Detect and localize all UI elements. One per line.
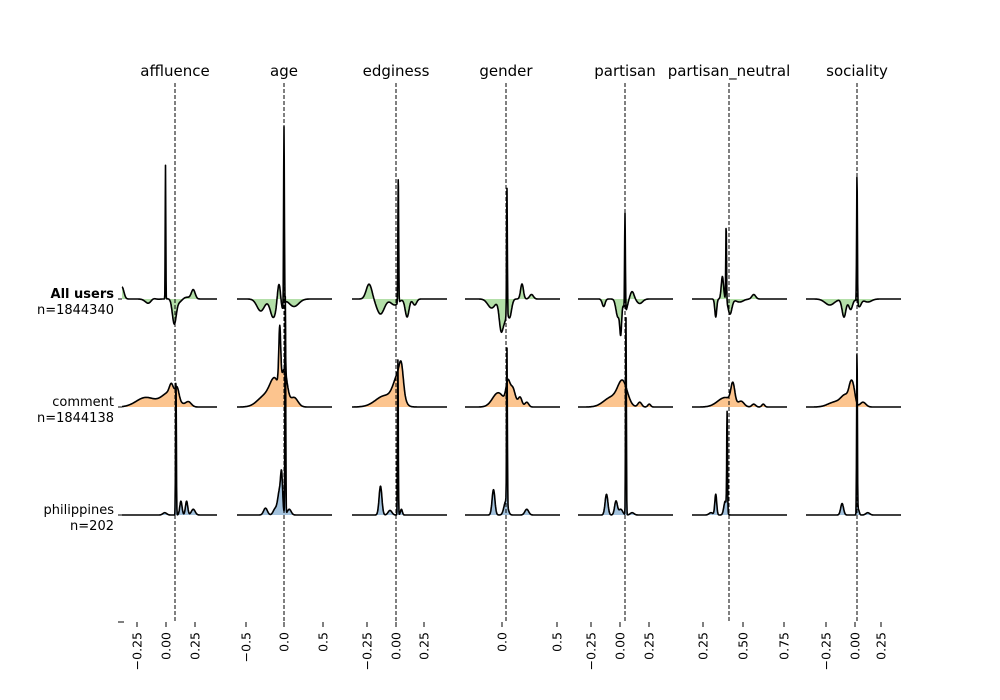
density-fill-all-users-sociality bbox=[806, 177, 901, 318]
density-line-philippines-affluence bbox=[121, 382, 218, 516]
density-line-all-users-affluence bbox=[121, 164, 218, 325]
column-title-gender: gender bbox=[479, 62, 533, 80]
x-tick-label: 0.00 bbox=[159, 632, 174, 660]
column-title-age: age bbox=[270, 62, 298, 80]
row-count-philippines: n=202 bbox=[70, 519, 114, 534]
density-fill-philippines-partisan-neutral bbox=[692, 411, 787, 515]
x-tick-label: −0.25 bbox=[584, 632, 599, 670]
x-tick-label: 0.50 bbox=[736, 632, 751, 660]
density-fill-comment-gender bbox=[465, 379, 560, 407]
row-label-all-users: All users bbox=[51, 287, 115, 302]
row-count-comment: n=1844138 bbox=[37, 411, 114, 426]
density-line-comment-affluence bbox=[121, 382, 218, 408]
x-tick-label: 0.0 bbox=[277, 632, 292, 652]
density-line-comment-edginess bbox=[351, 360, 448, 408]
density-fill-philippines-gender bbox=[465, 348, 560, 515]
density-line-comment-sociality bbox=[805, 379, 902, 408]
column-title-sociality: sociality bbox=[826, 62, 888, 80]
x-tick-label: 0.00 bbox=[613, 632, 628, 660]
x-tick-label: 0.5 bbox=[316, 632, 331, 652]
x-tick-label: −0.5 bbox=[239, 632, 254, 662]
column-title-partisan-neutral: partisan_neutral bbox=[668, 62, 791, 81]
density-line-all-users-sociality bbox=[805, 176, 902, 318]
density-line-philippines-partisan-neutral bbox=[691, 410, 788, 516]
density-fill-all-users-partisan-neutral bbox=[692, 228, 787, 317]
density-fill-comment-sociality bbox=[806, 380, 901, 407]
density-line-philippines-gender bbox=[464, 347, 561, 516]
column-title-partisan: partisan bbox=[594, 62, 655, 80]
density-line-philippines-sociality bbox=[805, 353, 902, 516]
x-tick-label: 0.00 bbox=[389, 632, 404, 660]
density-line-all-users-edginess bbox=[351, 179, 448, 318]
density-line-all-users-gender bbox=[464, 187, 561, 334]
x-tick-label: 0.25 bbox=[642, 632, 657, 660]
x-tick-label: 0.25 bbox=[417, 632, 432, 660]
x-tick-label: 0.0 bbox=[495, 632, 510, 652]
density-line-comment-partisan-neutral bbox=[691, 381, 788, 408]
x-tick-label: 0.00 bbox=[848, 632, 863, 660]
x-tick-label: −0.25 bbox=[819, 632, 834, 670]
row-label-comment: comment bbox=[52, 395, 114, 410]
density-fill-comment-affluence bbox=[122, 383, 217, 407]
x-tick-label: 0.25 bbox=[696, 632, 711, 660]
density-fill-comment-edginess bbox=[352, 360, 447, 407]
row-count-all-users: n=1844340 bbox=[37, 303, 114, 318]
x-tick-label: 0.5 bbox=[550, 632, 565, 652]
density-fill-comment-partisan-neutral bbox=[692, 382, 787, 407]
x-tick-label: −0.25 bbox=[130, 632, 145, 670]
density-line-philippines-edginess bbox=[351, 359, 448, 516]
x-tick-label: −0.25 bbox=[360, 632, 375, 670]
density-line-all-users-partisan-neutral bbox=[691, 227, 788, 318]
column-title-affluence: affluence bbox=[140, 62, 209, 80]
x-tick-label: 0.75 bbox=[777, 632, 792, 660]
x-tick-label: 0.25 bbox=[188, 632, 203, 660]
density-fill-all-users-gender bbox=[465, 188, 560, 333]
column-title-edginess: edginess bbox=[363, 62, 430, 80]
density-line-comment-gender bbox=[464, 378, 561, 408]
density-fill-philippines-sociality bbox=[806, 354, 901, 515]
x-tick-label: 0.25 bbox=[874, 632, 889, 660]
row-label-philippines: philippines bbox=[44, 503, 115, 518]
